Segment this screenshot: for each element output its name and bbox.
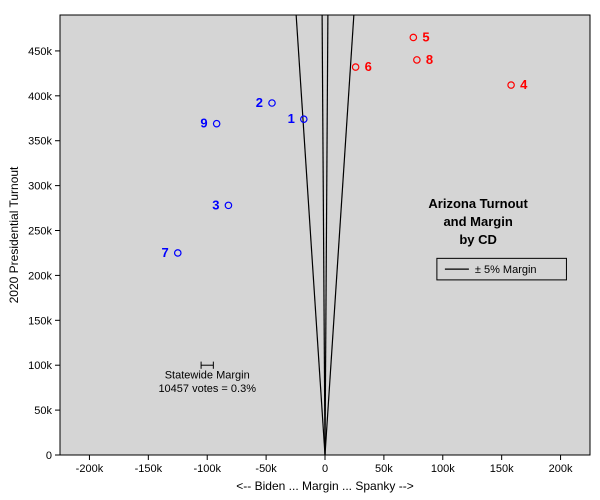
x-tick-label: 200k <box>549 463 573 475</box>
point-label: 8 <box>426 52 433 67</box>
y-tick-label: 100k <box>28 360 52 372</box>
x-tick-label: -100k <box>193 463 221 475</box>
y-tick-label: 200k <box>28 270 52 282</box>
y-tick-label: 150k <box>28 315 52 327</box>
y-tick-label: 0 <box>46 450 52 462</box>
point-label: 3 <box>212 197 219 212</box>
point-label: 5 <box>422 29 429 44</box>
chart-title-line: Arizona Turnout <box>428 196 528 211</box>
point-label: 1 <box>288 111 295 126</box>
y-tick-label: 50k <box>34 405 52 417</box>
statewide-annotation-text: Statewide Margin <box>165 370 250 382</box>
y-tick-label: 300k <box>28 181 52 193</box>
point-label: 7 <box>162 245 169 260</box>
x-tick-label: -150k <box>135 463 163 475</box>
x-tick-label: 100k <box>431 463 455 475</box>
y-tick-label: 450k <box>28 46 52 58</box>
x-axis-label: <-- Biden ... Margin ... Spanky --> <box>236 479 413 493</box>
x-tick-label: 0 <box>322 463 328 475</box>
x-tick-label: 50k <box>375 463 393 475</box>
x-tick-label: -50k <box>255 463 277 475</box>
point-label: 4 <box>520 77 528 92</box>
y-tick-label: 250k <box>28 226 52 238</box>
statewide-annotation-text: 10457 votes = 0.3% <box>158 383 256 395</box>
x-tick-label: 150k <box>490 463 514 475</box>
turnout-margin-chart: -200k -150k -100k -50k 0 50k 100k 150k 200k 0 50k 1… <box>0 0 600 500</box>
chart-title-line: by CD <box>459 232 497 247</box>
x-tick-label: -200k <box>76 463 104 475</box>
point-label: 9 <box>200 116 207 131</box>
y-axis-label: 2020 Presidential Turnout <box>7 166 21 303</box>
y-tick-label: 400k <box>28 91 52 103</box>
point-label: 2 <box>256 95 263 110</box>
point-label: 6 <box>365 59 372 74</box>
legend-label: ± 5% Margin <box>475 264 537 276</box>
chart-title-line: and Margin <box>443 214 512 229</box>
y-tick-label: 350k <box>28 136 52 148</box>
